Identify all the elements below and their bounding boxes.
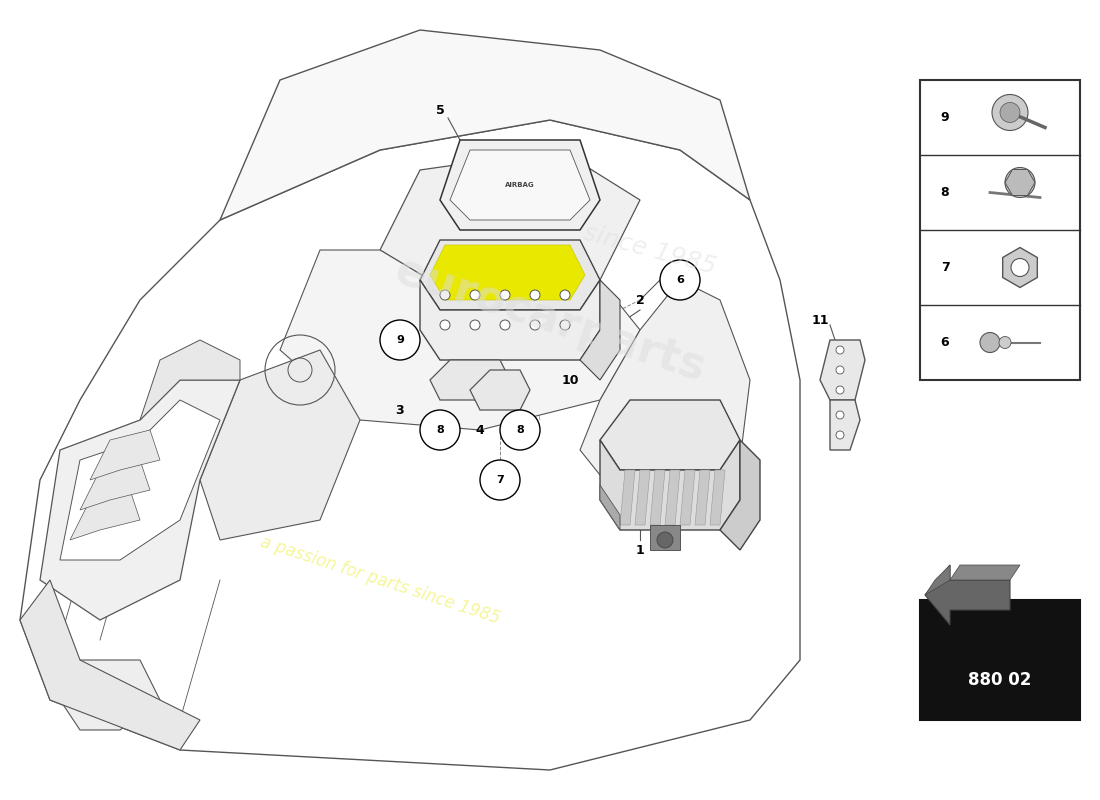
Circle shape <box>1005 167 1035 198</box>
Polygon shape <box>20 120 800 770</box>
Text: 10: 10 <box>561 374 579 386</box>
Circle shape <box>836 431 844 439</box>
Text: 3: 3 <box>396 403 405 417</box>
Bar <box>920 600 1080 720</box>
Text: eurocarparts: eurocarparts <box>389 250 711 390</box>
Text: a passion for parts since 1985: a passion for parts since 1985 <box>257 533 502 627</box>
Circle shape <box>480 460 520 500</box>
Polygon shape <box>830 400 860 450</box>
Polygon shape <box>925 565 950 595</box>
Text: 6: 6 <box>940 336 949 349</box>
Polygon shape <box>950 565 1020 580</box>
Bar <box>920 80 1080 380</box>
Circle shape <box>500 290 510 300</box>
Circle shape <box>1011 258 1028 277</box>
Circle shape <box>999 337 1011 349</box>
Circle shape <box>836 411 844 419</box>
Text: 8: 8 <box>516 425 524 435</box>
Polygon shape <box>1003 247 1037 287</box>
Circle shape <box>657 532 673 548</box>
Text: 1: 1 <box>636 543 645 557</box>
Polygon shape <box>680 470 695 525</box>
Polygon shape <box>70 490 140 540</box>
Polygon shape <box>200 350 360 540</box>
Circle shape <box>420 410 460 450</box>
Text: 880 02: 880 02 <box>968 671 1032 689</box>
Circle shape <box>530 290 540 300</box>
Text: AIRBAG: AIRBAG <box>505 182 535 188</box>
Circle shape <box>980 333 1000 353</box>
Circle shape <box>470 290 480 300</box>
Polygon shape <box>650 525 680 550</box>
Text: 8: 8 <box>436 425 444 435</box>
Polygon shape <box>650 470 666 525</box>
Polygon shape <box>470 370 530 410</box>
Circle shape <box>440 290 450 300</box>
Polygon shape <box>925 565 1010 625</box>
Text: 5: 5 <box>436 103 444 117</box>
Polygon shape <box>600 440 740 530</box>
Text: since 1985: since 1985 <box>581 221 719 279</box>
Circle shape <box>836 346 844 354</box>
Text: 2: 2 <box>636 294 645 306</box>
Circle shape <box>836 366 844 374</box>
Polygon shape <box>60 400 220 560</box>
Circle shape <box>440 320 450 330</box>
Polygon shape <box>580 280 620 380</box>
Text: 6: 6 <box>676 275 684 285</box>
Polygon shape <box>820 340 865 400</box>
Polygon shape <box>40 380 240 620</box>
Polygon shape <box>450 150 590 220</box>
Circle shape <box>836 386 844 394</box>
Polygon shape <box>20 580 200 750</box>
Circle shape <box>560 320 570 330</box>
Polygon shape <box>80 460 150 510</box>
Circle shape <box>470 320 480 330</box>
Text: 4: 4 <box>475 423 484 437</box>
Polygon shape <box>379 150 640 310</box>
Polygon shape <box>720 440 760 550</box>
Circle shape <box>379 320 420 360</box>
Circle shape <box>1000 102 1020 122</box>
Polygon shape <box>90 430 160 480</box>
Polygon shape <box>710 470 725 525</box>
Text: 9: 9 <box>396 335 404 345</box>
Circle shape <box>530 320 540 330</box>
Polygon shape <box>140 340 240 420</box>
Polygon shape <box>666 470 680 525</box>
Polygon shape <box>420 240 600 310</box>
Text: 7: 7 <box>496 475 504 485</box>
Circle shape <box>500 410 540 450</box>
Polygon shape <box>430 245 585 300</box>
Circle shape <box>560 290 570 300</box>
Text: 8: 8 <box>940 186 949 199</box>
Polygon shape <box>600 400 740 470</box>
Polygon shape <box>440 140 600 230</box>
Polygon shape <box>60 660 160 730</box>
Polygon shape <box>695 470 710 525</box>
Text: 11: 11 <box>812 314 828 326</box>
Text: 7: 7 <box>940 261 949 274</box>
Polygon shape <box>220 30 750 220</box>
Polygon shape <box>420 280 600 360</box>
Polygon shape <box>430 360 510 400</box>
Polygon shape <box>620 470 635 525</box>
Circle shape <box>660 260 700 300</box>
Polygon shape <box>635 470 650 525</box>
Polygon shape <box>600 485 620 530</box>
Polygon shape <box>1005 170 1035 195</box>
Polygon shape <box>280 250 640 430</box>
Circle shape <box>992 94 1028 130</box>
Text: 9: 9 <box>940 111 949 124</box>
Circle shape <box>500 320 510 330</box>
Polygon shape <box>580 280 750 500</box>
